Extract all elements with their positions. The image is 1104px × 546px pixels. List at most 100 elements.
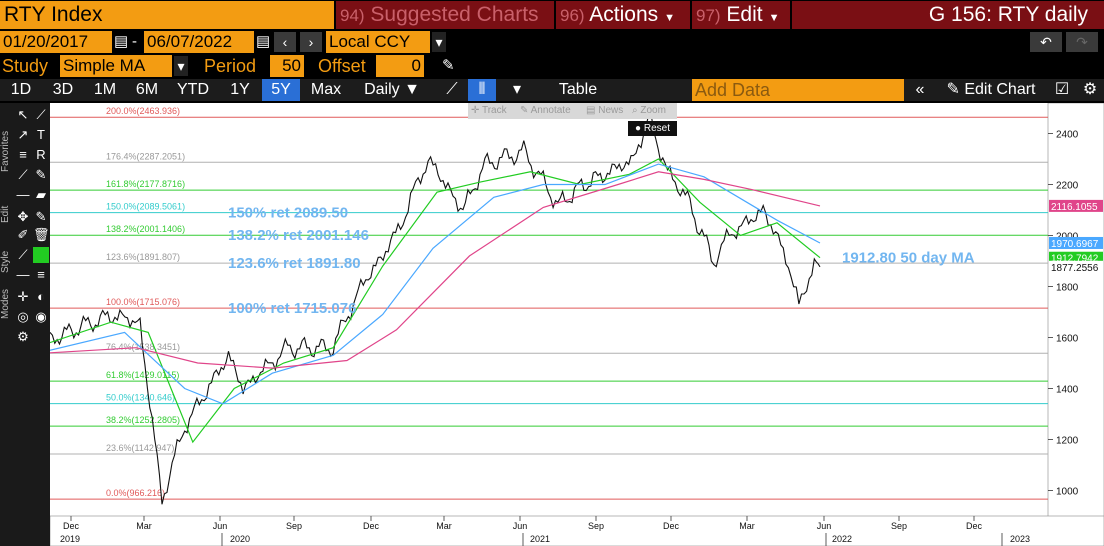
dash-icon[interactable]: ≡ — [37, 267, 45, 282]
actions-num: 96) — [560, 6, 585, 25]
caret-down-icon: ▼ — [664, 12, 676, 24]
pen-icon[interactable]: ✎ — [35, 167, 47, 182]
hline-icon[interactable]: — — [16, 187, 30, 202]
price-tag-box — [1049, 260, 1103, 273]
price-chart[interactable]: 10001200140016001800200022002400200.0%(2… — [50, 103, 1104, 546]
edit-menu[interactable]: 97) Edit ▼ — [692, 1, 790, 29]
title-bar: RTY Index 94) Suggested Charts 96) Actio… — [0, 0, 1104, 30]
calendar-icon[interactable]: ▤ — [114, 33, 129, 50]
fib-label: 61.8%(1429.0115) — [106, 370, 179, 380]
draw-line-icon[interactable]: ⟋ — [36, 107, 46, 122]
trash-icon[interactable]: 🗑 — [33, 227, 50, 242]
chart-code: G 156: RTY daily — [792, 1, 1104, 29]
offset-label: Offset — [318, 56, 366, 76]
gear-icon[interactable]: ⚙ — [1082, 81, 1098, 98]
suggested-charts-button[interactable]: 94) Suggested Charts — [336, 1, 554, 29]
collapse-icon[interactable]: « — [915, 81, 925, 98]
range-3d[interactable]: 3D — [52, 81, 74, 98]
annotate-button[interactable]: ✎ Annotate — [520, 105, 571, 116]
fib-label: 176.4%(2287.2051) — [106, 151, 185, 161]
zoom-button[interactable]: ⌕ Zoom — [632, 105, 666, 116]
candlestick-icon[interactable]: ⫴ — [468, 79, 496, 101]
price-tag-box — [1049, 236, 1103, 249]
start-date-field[interactable]: 01/20/2017 — [0, 31, 112, 53]
ma100-series-line — [50, 163, 821, 405]
fib-label: 0.0%(966.216) — [106, 488, 165, 498]
price-tag-label: 2116.1055 — [1051, 202, 1098, 213]
settings-icon[interactable]: ⚙ — [17, 329, 29, 344]
redo-icon[interactable]: ↷ — [1066, 32, 1098, 52]
side-tab-edit[interactable]: Edit — [0, 205, 11, 223]
pencil-icon[interactable]: ✎ — [442, 57, 455, 74]
undo-icon[interactable]: ↶ — [1030, 32, 1062, 52]
chevron-down-icon[interactable]: ▾ — [512, 81, 522, 98]
chevron-down-icon[interactable]: ▾ — [174, 56, 188, 76]
annotation-label: 100% ret 1715.076 — [228, 300, 356, 317]
pencil-icon[interactable]: ✎ — [35, 209, 47, 224]
suggested-num: 94) — [340, 6, 365, 25]
reset-button[interactable]: ● Reset — [628, 121, 677, 136]
y-tick-label: 1600 — [1056, 334, 1079, 345]
range-1m[interactable]: 1M — [93, 81, 117, 98]
frequency-select[interactable]: Daily ▼ — [364, 81, 420, 98]
edit-chart-button[interactable]: ✎ Edit Chart — [946, 81, 1036, 98]
track-button[interactable]: ✛ Track — [471, 105, 507, 116]
fibonacci-icon[interactable]: ≡ — [19, 147, 27, 162]
side-tab-style[interactable]: Style — [0, 250, 11, 274]
text-icon[interactable]: T — [37, 127, 45, 142]
crosshair-icon[interactable]: ✛ — [17, 289, 29, 304]
y-tick-label: 1400 — [1056, 385, 1079, 396]
move-icon[interactable]: ✥ — [17, 209, 29, 224]
segment-icon[interactable]: ⟋ — [18, 167, 28, 182]
calendar-icon[interactable]: ▤ — [256, 33, 271, 50]
range-6m[interactable]: 6M — [135, 81, 159, 98]
y-tick-label: 1800 — [1056, 283, 1079, 294]
prev-arrow-icon[interactable]: ‹ — [274, 32, 296, 52]
cursor-icon[interactable]: ↖ — [17, 107, 29, 122]
table-button[interactable]: Table — [558, 81, 598, 98]
side-tab-favorites[interactable]: Favorites — [0, 130, 11, 172]
x-tick-label: Jun — [513, 521, 528, 531]
compass-icon[interactable]: ◎ — [17, 309, 29, 324]
range-1y[interactable]: 1Y — [230, 81, 250, 98]
checklist-icon[interactable]: ☑ — [1054, 81, 1070, 98]
trend-icon[interactable]: ↗ — [17, 127, 29, 142]
study-select[interactable]: Simple MA — [60, 55, 172, 77]
color-swatch-icon[interactable] — [33, 247, 49, 263]
side-tab-modes[interactable]: Modes — [0, 289, 11, 320]
next-arrow-icon[interactable]: › — [300, 32, 322, 52]
actions-menu[interactable]: 96) Actions ▼ — [556, 1, 690, 29]
retracement-icon[interactable]: R — [36, 147, 46, 162]
width-icon[interactable]: — — [16, 267, 30, 282]
end-date-field[interactable]: 06/07/2022 — [144, 31, 254, 53]
x-tick-label: Sep — [891, 521, 907, 531]
offset-field[interactable]: 0 — [376, 55, 424, 77]
frequency-label: Daily — [364, 81, 400, 98]
line-style-icon[interactable]: ⟋ — [18, 247, 28, 262]
annotation-label: 138.2% ret 2001.146 — [228, 227, 369, 244]
add-data-input[interactable]: Add Data — [692, 79, 904, 101]
annotation-label: 150% ret 2089.50 — [228, 205, 348, 222]
annotation-label: 123.6% ret 1891.80 — [228, 255, 361, 272]
currency-select[interactable]: Local CCY — [326, 31, 430, 53]
range-max[interactable]: Max — [310, 81, 342, 98]
eraser-icon[interactable]: ✐ — [17, 227, 29, 242]
track-label: Track — [481, 105, 507, 116]
x-tick-label: Mar — [136, 521, 152, 531]
range-1d[interactable]: 1D — [10, 81, 32, 98]
date-dash: - — [132, 33, 137, 50]
magnet-icon[interactable]: ◐ — [37, 289, 45, 304]
chevron-down-icon[interactable]: ▾ — [432, 32, 446, 52]
range-5y[interactable]: 5Y — [262, 79, 300, 101]
target-icon[interactable]: ◉ — [35, 309, 47, 324]
x-axis-panel — [50, 515, 1104, 546]
price-tag-label: 1970.6967 — [1051, 239, 1099, 250]
news-button[interactable]: ▤ News — [586, 105, 624, 116]
line-chart-icon[interactable]: ⟋ — [446, 81, 458, 98]
channel-icon[interactable]: ▰ — [36, 187, 46, 202]
y-tick-label: 2400 — [1056, 130, 1079, 141]
period-field[interactable]: 50 — [270, 55, 304, 77]
security-title[interactable]: RTY Index — [0, 1, 334, 29]
mini-toolbar: ✛ Track ✎ Annotate ▤ News ⌕ Zoom — [468, 103, 677, 119]
range-ytd[interactable]: YTD — [177, 81, 209, 98]
